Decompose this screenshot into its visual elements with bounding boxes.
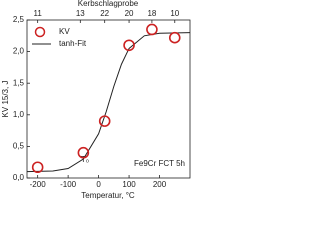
x-tick-label: 100 <box>122 180 136 189</box>
x-tick-label: -100 <box>60 180 77 189</box>
y-axis-title: KV 15/3, J <box>1 81 10 118</box>
fit-line <box>26 32 191 173</box>
x2-tick-label: 18 <box>147 9 156 18</box>
point <box>77 146 90 159</box>
legend-marker <box>34 26 46 38</box>
y-tick-label: 1,5 <box>13 78 25 87</box>
x-axis-title: Temperatur, °C <box>81 191 135 200</box>
x-tick-label: -200 <box>30 180 47 189</box>
y-tick-label: 0,5 <box>13 142 25 151</box>
annotation: Fe9Cr FCT 5h <box>134 159 185 168</box>
point <box>123 39 135 52</box>
x2-tick-label: 22 <box>100 9 109 18</box>
x2-tick-label: 20 <box>125 9 134 18</box>
plot-frame <box>26 19 191 179</box>
x-tick-label: 200 <box>153 180 167 189</box>
y-tick-label: 2,5 <box>13 15 25 24</box>
top-axis-title: Kerbschlagprobe <box>78 0 139 8</box>
annotation: T₀ <box>81 155 89 164</box>
point <box>168 31 181 44</box>
legend-label: tanh-Fit <box>59 39 87 48</box>
legend-label: KV <box>59 27 70 36</box>
point <box>31 161 44 174</box>
x-tick-label: 0 <box>96 180 101 189</box>
x2-tick-label: 11 <box>34 9 43 18</box>
y-tick-label: 2,0 <box>13 47 25 56</box>
x2-tick-label: 13 <box>76 9 85 18</box>
y-tick-label: 1,0 <box>13 110 25 119</box>
point <box>146 23 158 36</box>
point <box>98 115 111 127</box>
x2-tick-label: 10 <box>170 9 179 18</box>
chart: Kerbschlagprobe Temperatur, °C KV 15/3, … <box>1 0 191 200</box>
y-tick-label: 0,0 <box>13 173 25 182</box>
